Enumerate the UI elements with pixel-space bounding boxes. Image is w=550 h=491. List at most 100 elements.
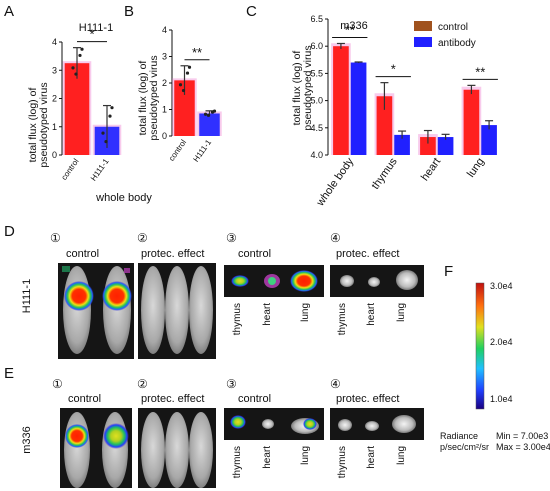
panel-letter-d: D [4, 223, 15, 240]
chart-c-title: m336 [340, 20, 368, 32]
row-e-panel4-number: ④ [330, 377, 341, 391]
chart-b-ylabel-line1: total flux (log) of [137, 61, 149, 136]
chart-a-point-1-1 [108, 114, 112, 118]
chart-a-point-1-3 [110, 106, 114, 110]
row-d-control-organs-image [224, 265, 324, 297]
row-e-organ-label-heart-2: heart [366, 446, 377, 469]
chart-a-point-1-2 [104, 139, 108, 144]
chart-b-point-0-2 [181, 88, 186, 93]
chart-c-bar-0-2 [420, 137, 436, 155]
chart-a-xtick-label-0: control [59, 157, 80, 182]
row-e-protec-organs-image [330, 408, 424, 440]
chart-a-point-0-2 [74, 72, 78, 76]
row-e-panel1-number: ① [52, 377, 63, 391]
chart-b-bar-1 [199, 113, 220, 136]
row-e: m336 ① control ② protec. effect ③ contro… [21, 377, 424, 488]
chart-a-point-1-0 [101, 131, 105, 135]
chart-a-sig-label: * [89, 27, 94, 42]
chart-c-ytick-label-3: 5.5 [310, 68, 323, 78]
row-e-organ-label-lung-2: lung [396, 446, 407, 465]
colorbar-radiance-units: p/sec/cm²/sr [440, 442, 489, 452]
chart-c-ylabel-line2: pseudotyped virus [302, 45, 314, 130]
chart-a-ytick-label-1: 1 [52, 122, 57, 132]
chart-a-point-0-3 [80, 47, 84, 51]
chart-c-bar-1-0 [350, 62, 367, 155]
row-e-organ-label-heart-1: heart [262, 446, 273, 469]
chart-b-point-1-3 [212, 109, 217, 113]
row-d-panel1-number: ① [50, 231, 61, 245]
row-d-panel2-number: ② [137, 231, 148, 245]
panel-letter-c: C [246, 3, 257, 20]
chart-b-ytick-label-2: 2 [162, 78, 167, 88]
chart-c-sig-label-3: ** [475, 64, 485, 79]
panel-letter-e: E [4, 365, 14, 382]
chart-c-ytick-label-2: 5.0 [310, 96, 323, 106]
chart-c-legend-label-1: antibody [438, 38, 476, 49]
chart-a-ylabel-line2: pseudotyped virus [38, 82, 50, 167]
row-d-control-mice-image [58, 263, 134, 359]
chart-c-ytick-label-1: 4.5 [310, 123, 323, 133]
row-d-panel4-number: ④ [330, 231, 341, 245]
chart-b-xtick-label-0: control [167, 138, 188, 163]
chart-b-point-0-1 [185, 71, 190, 75]
chart-a-xtick-label-1: H111-1 [89, 157, 111, 183]
chart-c-ylabel-line1: total flux (log) of [291, 51, 303, 126]
row-e-panel2-number: ② [137, 377, 148, 391]
chart-c-legend-swatch-0 [414, 21, 432, 31]
chart-c-ytick-label-4: 6.0 [310, 41, 323, 51]
row-e-panel1-title: control [68, 393, 101, 405]
chart-c-sig-label-1: * [391, 62, 396, 77]
row-d-protec-organs-image [330, 265, 424, 297]
colorbar-max-text: Max = 3.00e4 [496, 442, 550, 452]
colorbar-min-text: Min = 7.00e3 [496, 431, 548, 441]
chart-b-ytick-label-0: 0 [162, 131, 167, 141]
chart-c-xtick-label-3: lung [465, 156, 487, 180]
row-d-organ-label-lung-1: lung [300, 303, 311, 322]
chart-c-legend-label-0: control [438, 22, 468, 33]
colorbar-tick-max: 3.0e4 [490, 281, 513, 291]
row-e-panel2-title: protec. effect [141, 393, 204, 405]
colorbar-radiance-label: Radiance [440, 431, 478, 441]
row-e-control-organs-image [224, 408, 324, 440]
panel-letter-b: B [124, 3, 134, 20]
colorbar-tick-min: 1.0e4 [490, 394, 513, 404]
chart-b-point-0-0 [178, 83, 183, 87]
row-d: H111-1 ① control ② protec. effect ③ cont… [21, 231, 424, 359]
chart-c-legend-swatch-1 [414, 37, 432, 47]
row-e-organ-label-lung-1: lung [300, 446, 311, 465]
chart-a-point-0-0 [71, 66, 75, 70]
chart-c-bar-1-3 [481, 125, 497, 155]
chart-b: total flux (log) of pseudotyped virus 0 1… [137, 25, 222, 164]
colorbar-gradient [475, 282, 485, 410]
chart-b-ytick-label-4: 4 [162, 25, 167, 35]
chart-a-ytick-label-2: 2 [52, 94, 57, 104]
chart-c-bar-0-0 [333, 46, 349, 156]
colorbar: 3.0e4 2.0e4 1.0e4 Radiance p/sec/cm²/sr … [440, 281, 550, 452]
chart-b-point-1-0 [203, 112, 208, 116]
chart-c-ytick-label-5: 6.5 [310, 14, 323, 24]
row-e-label: m336 [21, 426, 33, 454]
row-d-panel1-title: control [66, 248, 99, 260]
chart-c-ytick-label-0: 4.0 [310, 150, 323, 160]
row-e-control-mice-image [60, 408, 132, 488]
chart-a-title: H111-1 [79, 22, 113, 34]
colorbar-tick-mid: 2.0e4 [490, 337, 513, 347]
chart-c-sig-label-0: ** [345, 22, 355, 37]
chart-b-xtick-label-1: H111-1 [191, 138, 213, 164]
chart-a-ytick-label-3: 3 [52, 65, 57, 75]
chart-c-xtick-label-0: whole body [314, 155, 357, 209]
row-e-panel3-title: control [238, 393, 271, 405]
row-d-organ-label-heart-2: heart [366, 303, 377, 326]
chart-c-xtick-label-2: heart [419, 156, 443, 183]
row-e-organ-label-thymus-1: thymus [232, 446, 243, 478]
chart-a-caption: whole body [95, 192, 152, 204]
chart-a: H111-1 total flux (log) of pseudotyped v… [27, 22, 152, 204]
panel-letter-f: F [444, 263, 453, 280]
chart-c-xtick-label-1: thymus [370, 155, 400, 191]
panel-letter-a: A [4, 3, 14, 20]
row-d-organ-label-thymus-1: thymus [232, 303, 243, 335]
chart-c-bar-1-2 [437, 137, 454, 155]
chart-c: m336 total flux (log) of pseudotyped vir… [291, 14, 498, 209]
chart-b-ytick-label-3: 3 [162, 52, 167, 62]
